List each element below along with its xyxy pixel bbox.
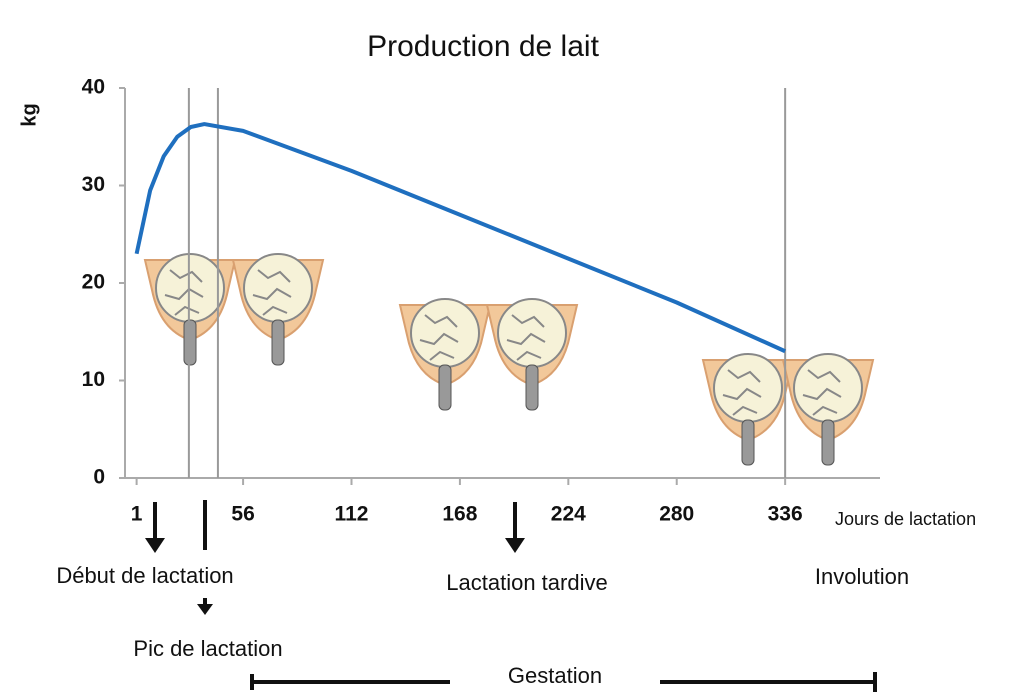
x-tick-label: 1 (131, 503, 143, 526)
chart-title: Production de lait (367, 30, 599, 63)
x-tick-label: 336 (768, 503, 803, 526)
annotation: Gestation (508, 663, 602, 688)
x-tick-label: 112 (335, 503, 369, 526)
y-tick-label: 40 (82, 76, 105, 99)
chart: Production de lait kg Jours de lactation… (0, 0, 1027, 695)
annotation: Début de lactation (56, 563, 233, 588)
x-axis-label: Jours de lactation (835, 509, 976, 529)
x-tick-label: 168 (442, 503, 477, 526)
x-tick-label: 56 (231, 503, 254, 526)
x-tick-label: 280 (659, 503, 694, 526)
y-tick-label: 10 (82, 368, 105, 391)
page: Production de lait kg Jours de lactation… (0, 0, 1027, 695)
y-tick-label: 30 (82, 173, 105, 196)
illustrations (145, 254, 873, 465)
annotation: Involution (815, 564, 909, 589)
y-tick-label: 0 (93, 466, 105, 489)
x-tick-label: 224 (551, 503, 586, 526)
y-axis-label: kg (18, 103, 40, 126)
y-tick-label: 20 (82, 271, 105, 294)
annotation: Lactation tardive (446, 570, 607, 595)
annotation: Pic de lactation (133, 636, 282, 661)
